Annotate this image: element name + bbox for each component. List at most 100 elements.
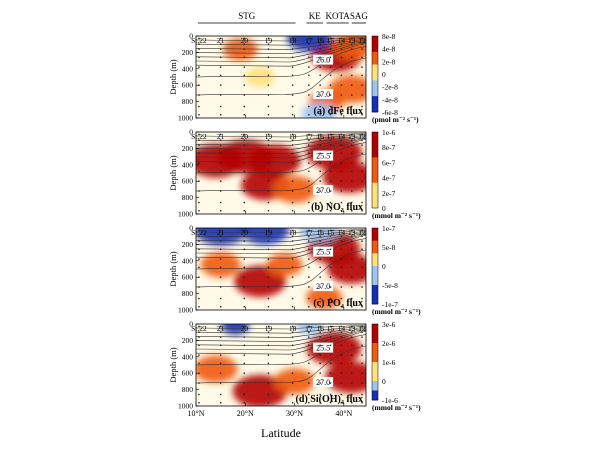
sample-point xyxy=(329,162,332,164)
sample-point xyxy=(198,248,200,251)
sample-point xyxy=(219,229,222,232)
sample-point xyxy=(291,56,294,59)
colorbar-segment xyxy=(372,259,378,264)
sample-point xyxy=(351,190,353,192)
station-label: 16 xyxy=(316,228,324,237)
colorbar-segment xyxy=(372,189,378,193)
colorbar-segment xyxy=(372,93,378,97)
sample-point xyxy=(361,139,363,141)
sample-point xyxy=(243,66,245,68)
sample-point xyxy=(267,139,270,141)
sample-point xyxy=(291,114,294,116)
sample-point xyxy=(198,43,200,45)
sample-point xyxy=(243,84,245,86)
colorbar-unit: (mmol m⁻² s⁻¹) xyxy=(372,211,421,220)
sample-point xyxy=(329,210,332,212)
sample-point xyxy=(340,133,343,136)
sample-point xyxy=(329,180,332,182)
colorbar-segment xyxy=(372,237,378,242)
sample-point xyxy=(361,235,363,237)
sample-point xyxy=(219,48,222,50)
station-label: 19 xyxy=(265,324,273,333)
sample-point xyxy=(198,56,200,59)
sample-point xyxy=(351,235,353,237)
sample-point xyxy=(267,266,270,269)
sample-point xyxy=(340,152,343,155)
sample-point xyxy=(361,210,363,212)
y-tick-label: 400 xyxy=(182,160,194,169)
sample-point xyxy=(198,402,200,404)
sample-point xyxy=(329,74,332,77)
colorbar-segment xyxy=(372,253,378,257)
colorbar-segment xyxy=(372,80,378,84)
flux-hotspot xyxy=(322,161,366,193)
sample-point xyxy=(319,306,321,308)
sample-point xyxy=(361,372,363,374)
colorbar-segment xyxy=(372,99,378,103)
sample-point xyxy=(329,344,332,347)
sample-point xyxy=(351,114,353,116)
colorbar-segment xyxy=(372,300,378,305)
sample-point xyxy=(243,344,245,347)
colorbar-segment xyxy=(372,275,378,280)
colorbar-segment xyxy=(372,349,378,353)
x-axis-label: Latitude xyxy=(261,426,301,440)
sample-point xyxy=(198,258,200,260)
plot-frame xyxy=(195,323,367,407)
station-label: 21 xyxy=(217,132,225,141)
sample-point xyxy=(340,266,343,269)
sample-point xyxy=(351,297,353,300)
colorbar-segment xyxy=(372,89,378,94)
sample-point xyxy=(291,306,294,308)
sample-point xyxy=(243,276,245,278)
colorbar-segment xyxy=(372,48,378,53)
sample-point xyxy=(291,201,294,204)
sample-point xyxy=(351,152,353,155)
sample-point xyxy=(361,229,363,232)
isopycnal-line xyxy=(196,134,366,146)
colorbar-tick-label: 0 xyxy=(382,377,386,386)
sample-point xyxy=(308,133,310,136)
sample-point xyxy=(329,286,332,288)
sample-point xyxy=(361,144,363,146)
sample-point xyxy=(267,48,270,50)
sample-point xyxy=(219,66,222,68)
colorbar-tick-label: 8e-7 xyxy=(382,143,396,152)
station-label: 12 xyxy=(358,36,366,45)
colorbar-segment xyxy=(372,157,378,161)
sample-point xyxy=(361,240,363,242)
isopycnal-line-deep xyxy=(196,142,366,174)
sample-point xyxy=(291,354,294,356)
sample-point xyxy=(267,286,270,288)
sample-point xyxy=(267,180,270,182)
colorbar-segment xyxy=(372,204,378,209)
sample-point xyxy=(291,43,294,45)
sample-point xyxy=(219,325,222,328)
sample-point xyxy=(319,74,321,77)
region-label: STG xyxy=(238,11,256,21)
colorbar-segment xyxy=(372,396,378,401)
sample-point xyxy=(219,402,222,404)
colorbar-unit: (mmol m⁻² s⁻¹) xyxy=(372,403,421,412)
colorbar-segment xyxy=(372,228,378,232)
sample-point xyxy=(243,297,245,300)
sample-point xyxy=(351,362,353,365)
isopycnal-line xyxy=(196,230,366,242)
sample-point xyxy=(361,248,363,251)
sample-point xyxy=(243,402,245,404)
sample-point xyxy=(361,170,363,173)
colorbar-segment xyxy=(372,269,378,273)
sample-points xyxy=(198,133,363,212)
y-tick-label: 1000 xyxy=(178,306,193,315)
colorbar-segment xyxy=(372,42,378,46)
sample-point xyxy=(340,372,343,374)
isopycnal-line xyxy=(196,133,366,142)
sample-point xyxy=(329,152,332,155)
sample-point xyxy=(340,331,343,333)
region-label: SAG xyxy=(350,11,369,21)
sample-point xyxy=(319,276,321,278)
sample-point xyxy=(340,344,343,347)
station-label: 16 xyxy=(316,36,324,45)
colorbar-segment xyxy=(372,55,378,59)
